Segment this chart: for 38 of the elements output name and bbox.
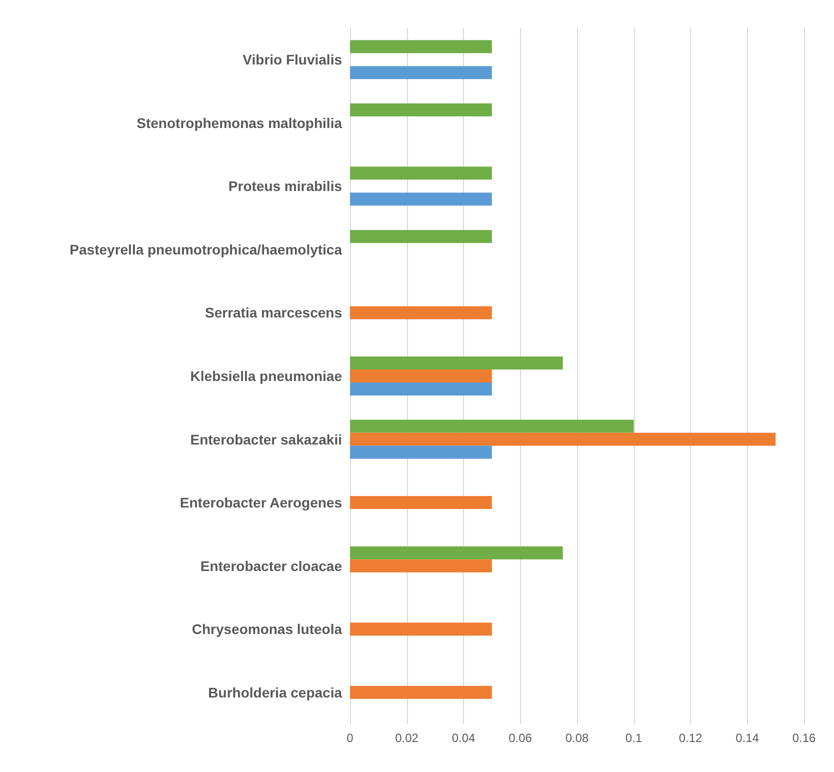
y-tick-label: Stenotrophemonas maltophilia [136, 114, 342, 131]
bar [350, 306, 492, 320]
x-tick-label: 0.12 [678, 731, 702, 745]
x-tick-label: 0.04 [452, 731, 476, 745]
y-tick-label: Pasteyrella pneumotrophica/haemolytica [70, 241, 342, 258]
bar [350, 103, 492, 116]
bar [350, 40, 492, 54]
bar [350, 496, 492, 510]
x-tick-label: 0.14 [736, 731, 760, 745]
bar [350, 382, 492, 396]
bar [350, 66, 492, 80]
bar [350, 686, 492, 699]
x-tick-label: 0.02 [395, 731, 419, 745]
y-tick-label: Burholderia cepacia [208, 684, 342, 700]
bar [350, 420, 634, 433]
bar [350, 546, 563, 560]
bar [350, 446, 492, 459]
bar [350, 166, 492, 180]
y-tick-label: Enterobacter Aerogenes [180, 494, 342, 511]
y-tick-label: Klebsiella pneumoniae [190, 368, 342, 384]
y-tick-label: Vibrio Fluvialis [242, 52, 342, 68]
y-tick-label: Serratia marcescens [205, 304, 342, 321]
bar [350, 432, 776, 446]
bar [350, 370, 492, 382]
y-tick-label: Enterobacter cloacae [200, 558, 342, 574]
bar [350, 230, 492, 243]
bar [350, 356, 563, 370]
bar [350, 559, 492, 572]
y-tick-label: Enterobacter sakazakii [190, 431, 342, 448]
x-tick-label: 0 [346, 731, 354, 745]
bar [350, 622, 492, 636]
x-tick-label: 0.1 [625, 731, 642, 745]
x-tick-label: 0.16 [792, 731, 816, 745]
x-tick-label: 0.06 [508, 731, 532, 745]
y-tick-label: Proteus mirabilis [228, 178, 342, 194]
y-tick-label: Chryseomonas luteola [192, 621, 342, 638]
x-tick-label: 0.08 [565, 731, 589, 745]
bar [350, 192, 492, 206]
